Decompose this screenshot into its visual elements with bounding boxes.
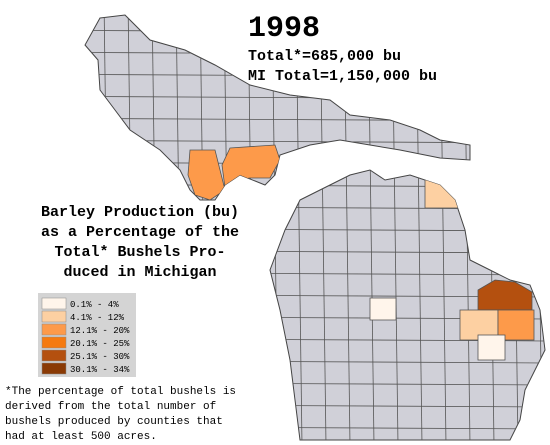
county-line (247, 15, 255, 440)
legend-swatch (41, 336, 67, 349)
county (221, 144, 281, 189)
heading-line: duced in Michigan (63, 264, 216, 281)
county (424, 179, 471, 209)
legend-label: 12.1% - 20% (70, 326, 130, 336)
legend-label: 20.1% - 25% (70, 339, 130, 349)
footnote-line: derived from the total number of (5, 401, 216, 413)
footnote-line: *The percentage of total bushels is (5, 386, 236, 398)
county-line (223, 15, 231, 440)
legend-swatch (41, 310, 67, 323)
county (477, 334, 506, 361)
legend-label: 25.1% - 30% (70, 352, 130, 362)
legend-label: 4.1% - 12% (70, 313, 125, 323)
legend-swatch (41, 323, 67, 336)
county-line (85, 15, 87, 440)
total: Total*=685,000 bu (248, 48, 401, 65)
legend-swatch (41, 362, 67, 375)
mi-total: MI Total=1,150,000 bu (248, 68, 437, 85)
legend: 0.1% - 4% 4.1% - 12% 12.1% - 20% 20.1% - 25… (41, 297, 130, 375)
legend-label: 0.1% - 4% (70, 300, 119, 310)
shaded-counties (187, 144, 535, 361)
legend-swatch (41, 349, 67, 362)
heading-line: Total* Bushels Pro- (54, 244, 225, 261)
footnote-line: bushels produced by counties that (5, 416, 223, 428)
county (369, 297, 397, 321)
heading-line: as a Percentage of the (41, 224, 239, 241)
county-line (271, 15, 279, 440)
heading-line: Barley Production (bu) (41, 204, 239, 221)
heading: Barley Production (bu) as a Percentage of… (39, 203, 240, 283)
title: 1998 (248, 12, 320, 46)
footnote-line: had at least 500 acres. (5, 431, 157, 443)
footnote: *The percentage of total bushels is deriv… (5, 386, 236, 443)
legend-swatch (41, 297, 67, 310)
legend-label: 30.1% - 34% (70, 365, 130, 375)
county-line (535, 15, 543, 440)
county-line (85, 183, 545, 188)
county (187, 149, 226, 201)
